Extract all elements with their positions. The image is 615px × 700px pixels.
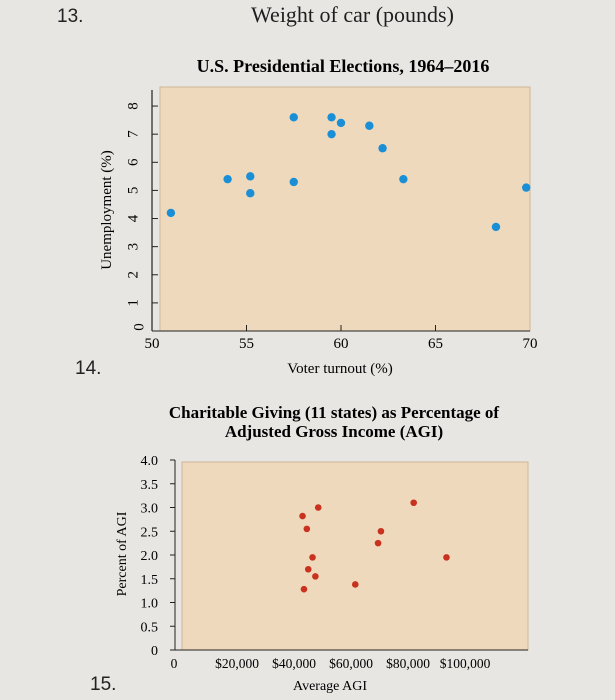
scatter-point xyxy=(223,174,232,184)
y-tick-label: 8 xyxy=(125,102,141,110)
scatter-point xyxy=(365,121,374,130)
y-tick-label: 1 xyxy=(125,299,141,307)
x-tick-label: 65 xyxy=(428,336,443,352)
scatter-point xyxy=(522,183,531,192)
scatter-point xyxy=(327,129,336,139)
x-tick-label: 55 xyxy=(239,336,254,352)
question-number-13: 13. xyxy=(57,6,84,27)
y-tick-label: 0 xyxy=(131,323,147,331)
plot-area xyxy=(159,86,531,332)
y-tick-label: 3 xyxy=(125,243,141,251)
scatter-point xyxy=(246,172,255,181)
scatter-point xyxy=(166,208,176,218)
scatter-point xyxy=(289,113,298,122)
page-heading: Weight of car (pounds) xyxy=(251,2,454,27)
scatter-point xyxy=(246,189,255,198)
x-tick-label: 50 xyxy=(145,336,160,352)
scatter-point xyxy=(336,118,346,128)
question-number-14: 14. xyxy=(75,358,102,379)
scatter-point xyxy=(289,177,298,187)
y-tick-label: 5 xyxy=(125,187,141,195)
x-axis-label: Voter turnout (%) xyxy=(287,361,393,377)
y-axis-label: Unemployment (%) xyxy=(99,150,115,270)
y-tick-label: 6 xyxy=(125,158,141,166)
chart-title: U.S. Presidential Elections, 1964–2016 xyxy=(197,56,490,76)
scatter-point xyxy=(399,174,408,184)
y-tick-label: 4 xyxy=(125,214,141,222)
y-tick-label: 2 xyxy=(125,271,141,279)
x-tick-label: 60 xyxy=(334,336,349,352)
scatter-point xyxy=(327,113,336,122)
x-tick-label: 70 xyxy=(523,336,538,352)
y-tick-label: 7 xyxy=(125,130,141,138)
question-number-15: 15. xyxy=(90,674,117,695)
scatter-point xyxy=(378,144,387,153)
scatter-point xyxy=(491,222,501,232)
